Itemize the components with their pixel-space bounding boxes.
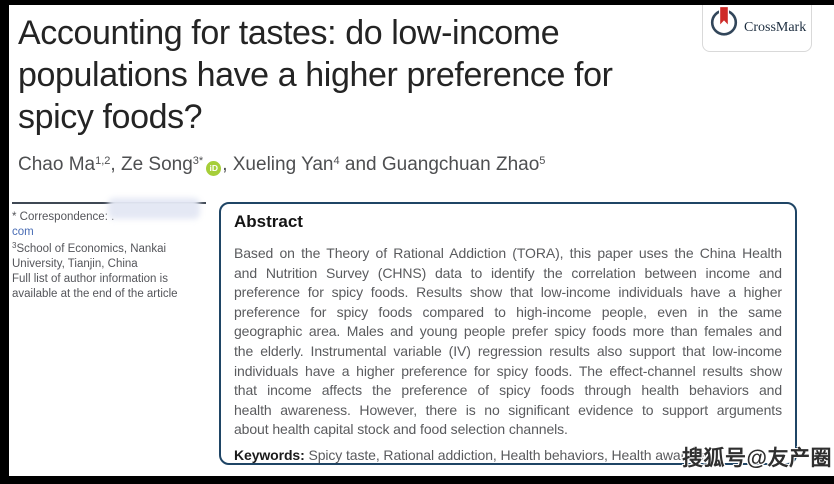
author-name: , Xueling Yan	[222, 154, 334, 175]
crossmark-badge[interactable]: CrossMark	[702, 5, 812, 52]
author-affiliation-sup: 1,2	[95, 155, 111, 167]
crossmark-label: CrossMark	[744, 20, 807, 35]
author-affiliation-sup: 4	[333, 155, 340, 167]
abstract-text-line: the elderly. Instrumental variable (IV) …	[234, 342, 782, 359]
affiliation-line: University, Tianjin, China	[12, 258, 138, 271]
correspondence-email-link[interactable]: com	[12, 225, 34, 238]
abstract-text-line: and Nutrition Survey (CHNS) data to iden…	[234, 264, 782, 281]
abstract-box: Abstract Based on the Theory of Rational…	[219, 202, 797, 465]
author-affiliation-sup: 5	[539, 155, 546, 167]
sohu-watermark: 搜狐号@友产圈	[682, 447, 832, 470]
title-line: spicy foods?	[18, 98, 203, 136]
abstract-text-line: about health capital stock and food sele…	[234, 421, 568, 438]
correspondence-sidebar: * Correspondence: . com 3School of Econo…	[12, 198, 208, 465]
author-affiliation-sup: 3*	[192, 155, 204, 167]
orcid-icon[interactable]: iD	[206, 160, 222, 176]
abstract-text-line: health awareness. However, there is no s…	[234, 401, 782, 418]
author-info-note: Full list of author information is	[12, 272, 168, 285]
title-line: Accounting for tastes: do low-income	[18, 14, 560, 52]
correspondence-label: * Correspondence: .	[12, 211, 115, 223]
author-name: Chao Ma	[18, 154, 96, 175]
abstract-text-line: that income affects the preference of sp…	[234, 382, 782, 399]
abstract-text-line: preference for spicy foods compared to h…	[234, 303, 782, 320]
title-line: populations have a higher preference for	[18, 56, 613, 94]
page-title: Accounting for tastes: do low-income pop…	[18, 12, 834, 138]
abstract-heading: Abstract	[234, 212, 303, 231]
abstract-text-line: geographic area. Males and young people …	[234, 323, 782, 340]
abstract-text-line: preference for spicy foods. Results show…	[234, 284, 782, 301]
crossmark-logo-icon	[710, 5, 738, 42]
affiliation-sup: 3	[12, 241, 17, 251]
keywords-line: Keywords: Spicy taste, Rational addictio…	[234, 447, 782, 463]
content-columns: * Correspondence: . com 3School of Econo…	[9, 198, 834, 465]
affiliation-line: School of Economics, Nankai	[16, 243, 167, 256]
abstract-text-line: Based on the Theory of Rational Addictio…	[234, 245, 782, 261]
article-page: CrossMark Accounting for tastes: do low-…	[9, 5, 834, 476]
affiliation-text: 3School of Economics, Nankai	[12, 239, 208, 257]
keywords-label: Keywords:	[234, 446, 305, 463]
abstract-text-line: individuals have a higher preference for…	[234, 362, 782, 379]
author-info-note: available at the end of the article	[12, 287, 178, 300]
author-name: and Guangchuan Zhao	[339, 154, 540, 175]
redacted-email-blur	[108, 198, 200, 219]
author-line: Chao Ma1,2, Ze Song3*iD, Xueling Yan4 an…	[18, 154, 834, 176]
author-name: , Ze Song	[110, 154, 193, 175]
keywords-text: Spicy taste, Rational addiction, Health …	[304, 446, 723, 463]
